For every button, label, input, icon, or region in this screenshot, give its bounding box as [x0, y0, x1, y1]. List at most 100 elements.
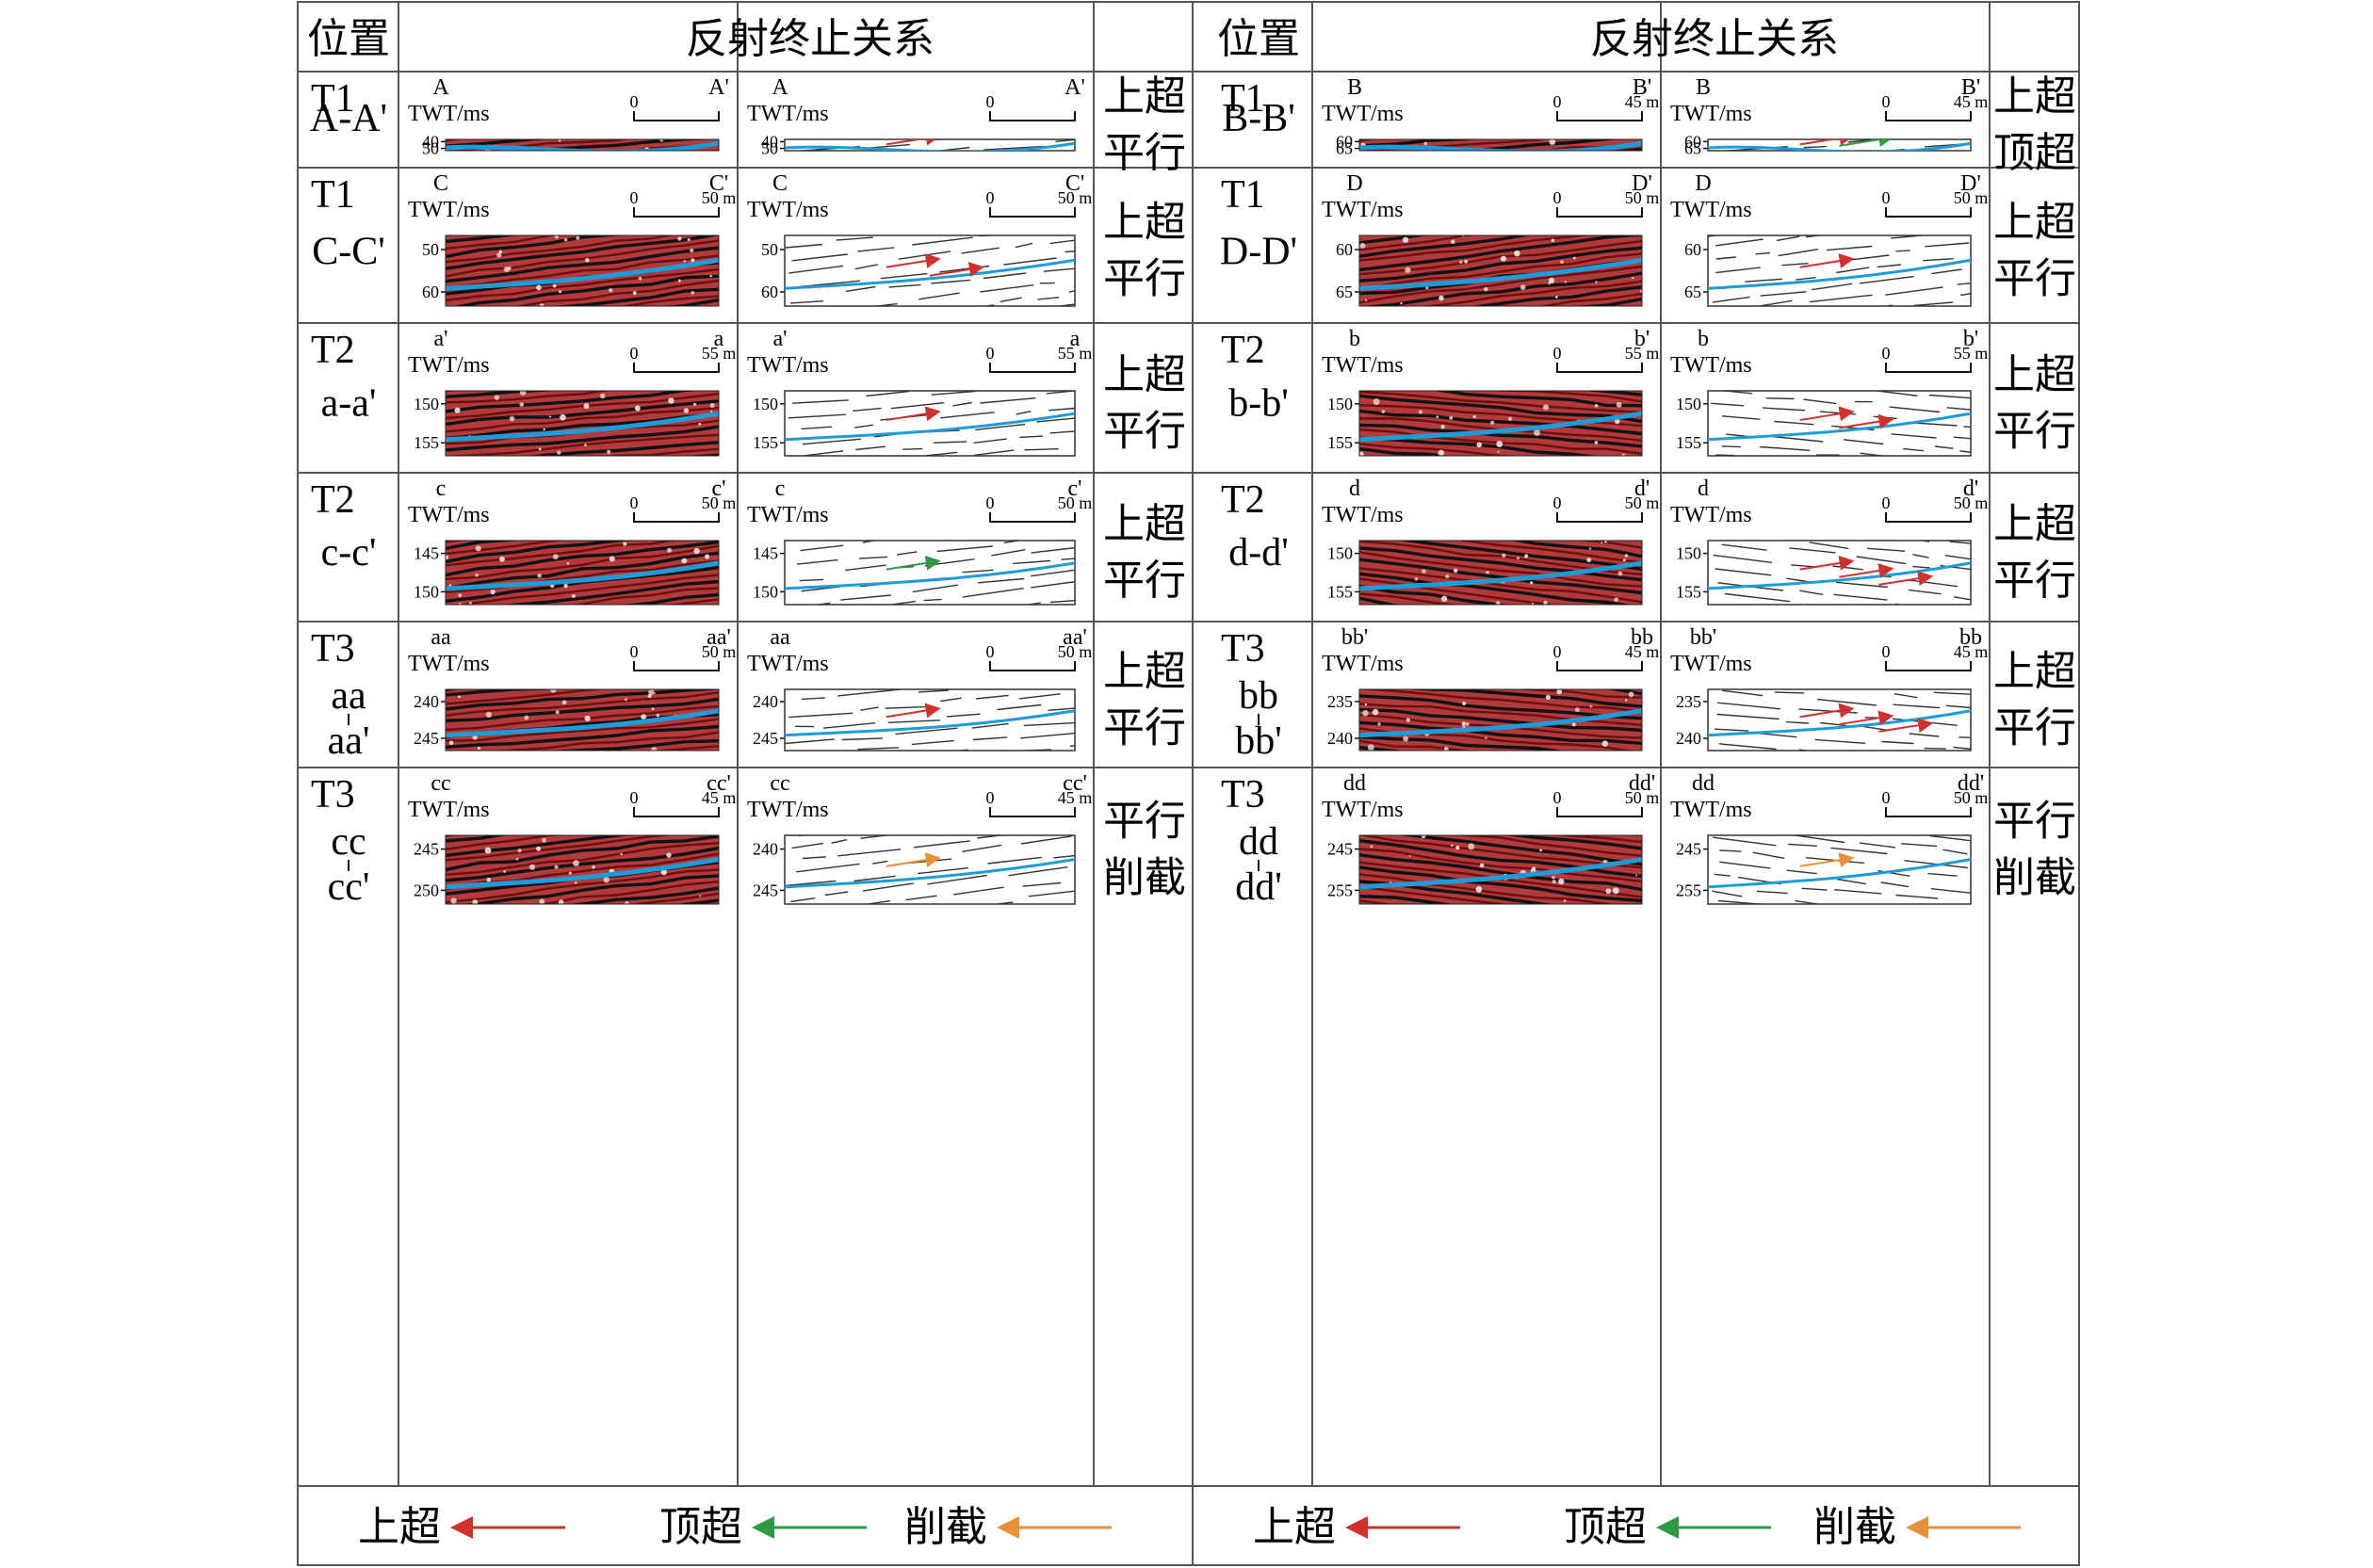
reflector-line	[965, 659, 1029, 663]
reflector-line	[1716, 679, 1753, 684]
seismic-speckle	[1572, 256, 1576, 260]
reflector-line	[1935, 308, 1998, 315]
layer-label: T3	[311, 627, 355, 671]
seismic-trace	[1359, 848, 1642, 883]
relation-label-1: 上超	[1993, 649, 2076, 695]
seismic-speckle	[651, 707, 655, 711]
seismic-trace	[1359, 235, 1533, 258]
seismic-speckle	[1438, 449, 1445, 456]
reflector-line	[984, 681, 1032, 687]
reflector-line	[1026, 176, 1052, 180]
reflector-line	[1913, 301, 1954, 306]
seismic-speckle	[1539, 849, 1543, 852]
seismic-speckle	[677, 236, 682, 241]
seismic-trace	[1359, 235, 1642, 272]
scale-zero-label: 0	[986, 493, 995, 512]
scale-bar	[989, 111, 1076, 121]
reflector-line	[1803, 398, 1837, 405]
reflector-line	[908, 626, 943, 629]
seismic-speckle	[632, 291, 637, 296]
reflector-line	[1924, 123, 1942, 124]
interpretation-lines	[1708, 679, 1990, 751]
reflector-line	[1717, 481, 1765, 484]
seismic-speckle	[1475, 886, 1483, 893]
layer-label: T3	[1221, 627, 1265, 671]
reflector-line	[1942, 610, 1986, 614]
scale-zero-label: 0	[630, 788, 639, 807]
reflector-line	[1778, 249, 1819, 257]
seismic-speckle	[1552, 880, 1556, 884]
interpretation-frame	[1707, 234, 1972, 307]
reflector-line	[1719, 849, 1742, 852]
reflector-line	[813, 602, 831, 605]
reflector-line	[1845, 660, 1900, 665]
reflector-line	[855, 127, 918, 131]
scale-bar	[1885, 363, 1972, 373]
twt-tick-label: 255	[1327, 881, 1353, 899]
seismic-speckle	[475, 573, 479, 577]
seismic-trace	[1359, 776, 1642, 797]
reflector-line	[1932, 682, 1990, 687]
reflector-line	[1944, 555, 1971, 560]
reflector-line	[1774, 420, 1814, 426]
seismic-trace	[1359, 838, 1642, 879]
reflector-line	[1051, 225, 1094, 229]
reflector-line	[1941, 217, 1996, 221]
twt-tick-label: 150	[1327, 544, 1353, 563]
seismic-speckle	[543, 428, 545, 431]
scale-bar	[1556, 661, 1643, 671]
section-label: D-D'	[1220, 230, 1297, 273]
seismic-speckle	[1551, 238, 1555, 242]
reflector-line	[1884, 315, 1927, 322]
reflector-line	[1721, 415, 1761, 420]
seismic-trace	[1359, 558, 1642, 595]
reflector-line	[1880, 881, 1910, 888]
seismic-trace	[1359, 916, 1642, 949]
reflector-line	[1013, 759, 1069, 762]
interpretation-frame	[784, 688, 1076, 752]
reflector-line	[1858, 960, 1881, 962]
seismic-speckle	[1422, 569, 1426, 574]
termination-arrow	[1799, 852, 1855, 868]
reflector-line	[853, 407, 882, 412]
reflector-line	[1959, 450, 1971, 453]
interpretation-frame	[1707, 390, 1972, 457]
twt-tick-label: 155	[1676, 433, 1701, 452]
seismic-trace	[446, 235, 626, 259]
reflector-line	[789, 908, 817, 913]
reflector-line	[966, 318, 1000, 321]
seismic-speckle	[1425, 286, 1429, 290]
reflector-line	[1917, 541, 1930, 542]
reflector-line	[868, 143, 911, 149]
reflector-line	[1894, 484, 1938, 489]
seismic-traces	[446, 835, 719, 904]
seismic-speckle	[710, 411, 713, 413]
seismic-trace	[1359, 482, 1642, 505]
reflector-line	[1846, 687, 1880, 688]
reflector-line	[1023, 602, 1041, 605]
seismic-speckle	[1612, 887, 1619, 895]
seismic-panel: aa aa' TWT/ms 0 50 m 240 245	[408, 625, 736, 752]
scale-end-label: 45 m	[1954, 92, 1989, 111]
twt-axis-label: TWT/ms	[1670, 652, 1752, 676]
seismic-speckle	[647, 694, 652, 699]
seismic-trace	[1359, 899, 1396, 904]
twt-tick-label: 65	[1336, 139, 1353, 158]
termination-arrow	[1839, 139, 1894, 148]
scale-bar	[1885, 807, 1972, 817]
twt-tick-label: 240	[753, 840, 778, 859]
reflector-line	[1834, 943, 1877, 947]
seismic-speckle	[656, 713, 660, 718]
section-end-label: B'	[1633, 75, 1651, 100]
reflector-line	[928, 218, 965, 220]
interpretation-lines	[1708, 123, 1971, 151]
reflector-line	[845, 564, 886, 572]
relation-label-2: 削截	[1103, 855, 1186, 901]
reflector-line	[1819, 957, 1846, 962]
reflector-line	[1031, 546, 1075, 554]
twt-tick-label: 150	[414, 395, 439, 413]
seismic-speckle	[677, 279, 681, 283]
seismic-trace	[514, 279, 719, 306]
